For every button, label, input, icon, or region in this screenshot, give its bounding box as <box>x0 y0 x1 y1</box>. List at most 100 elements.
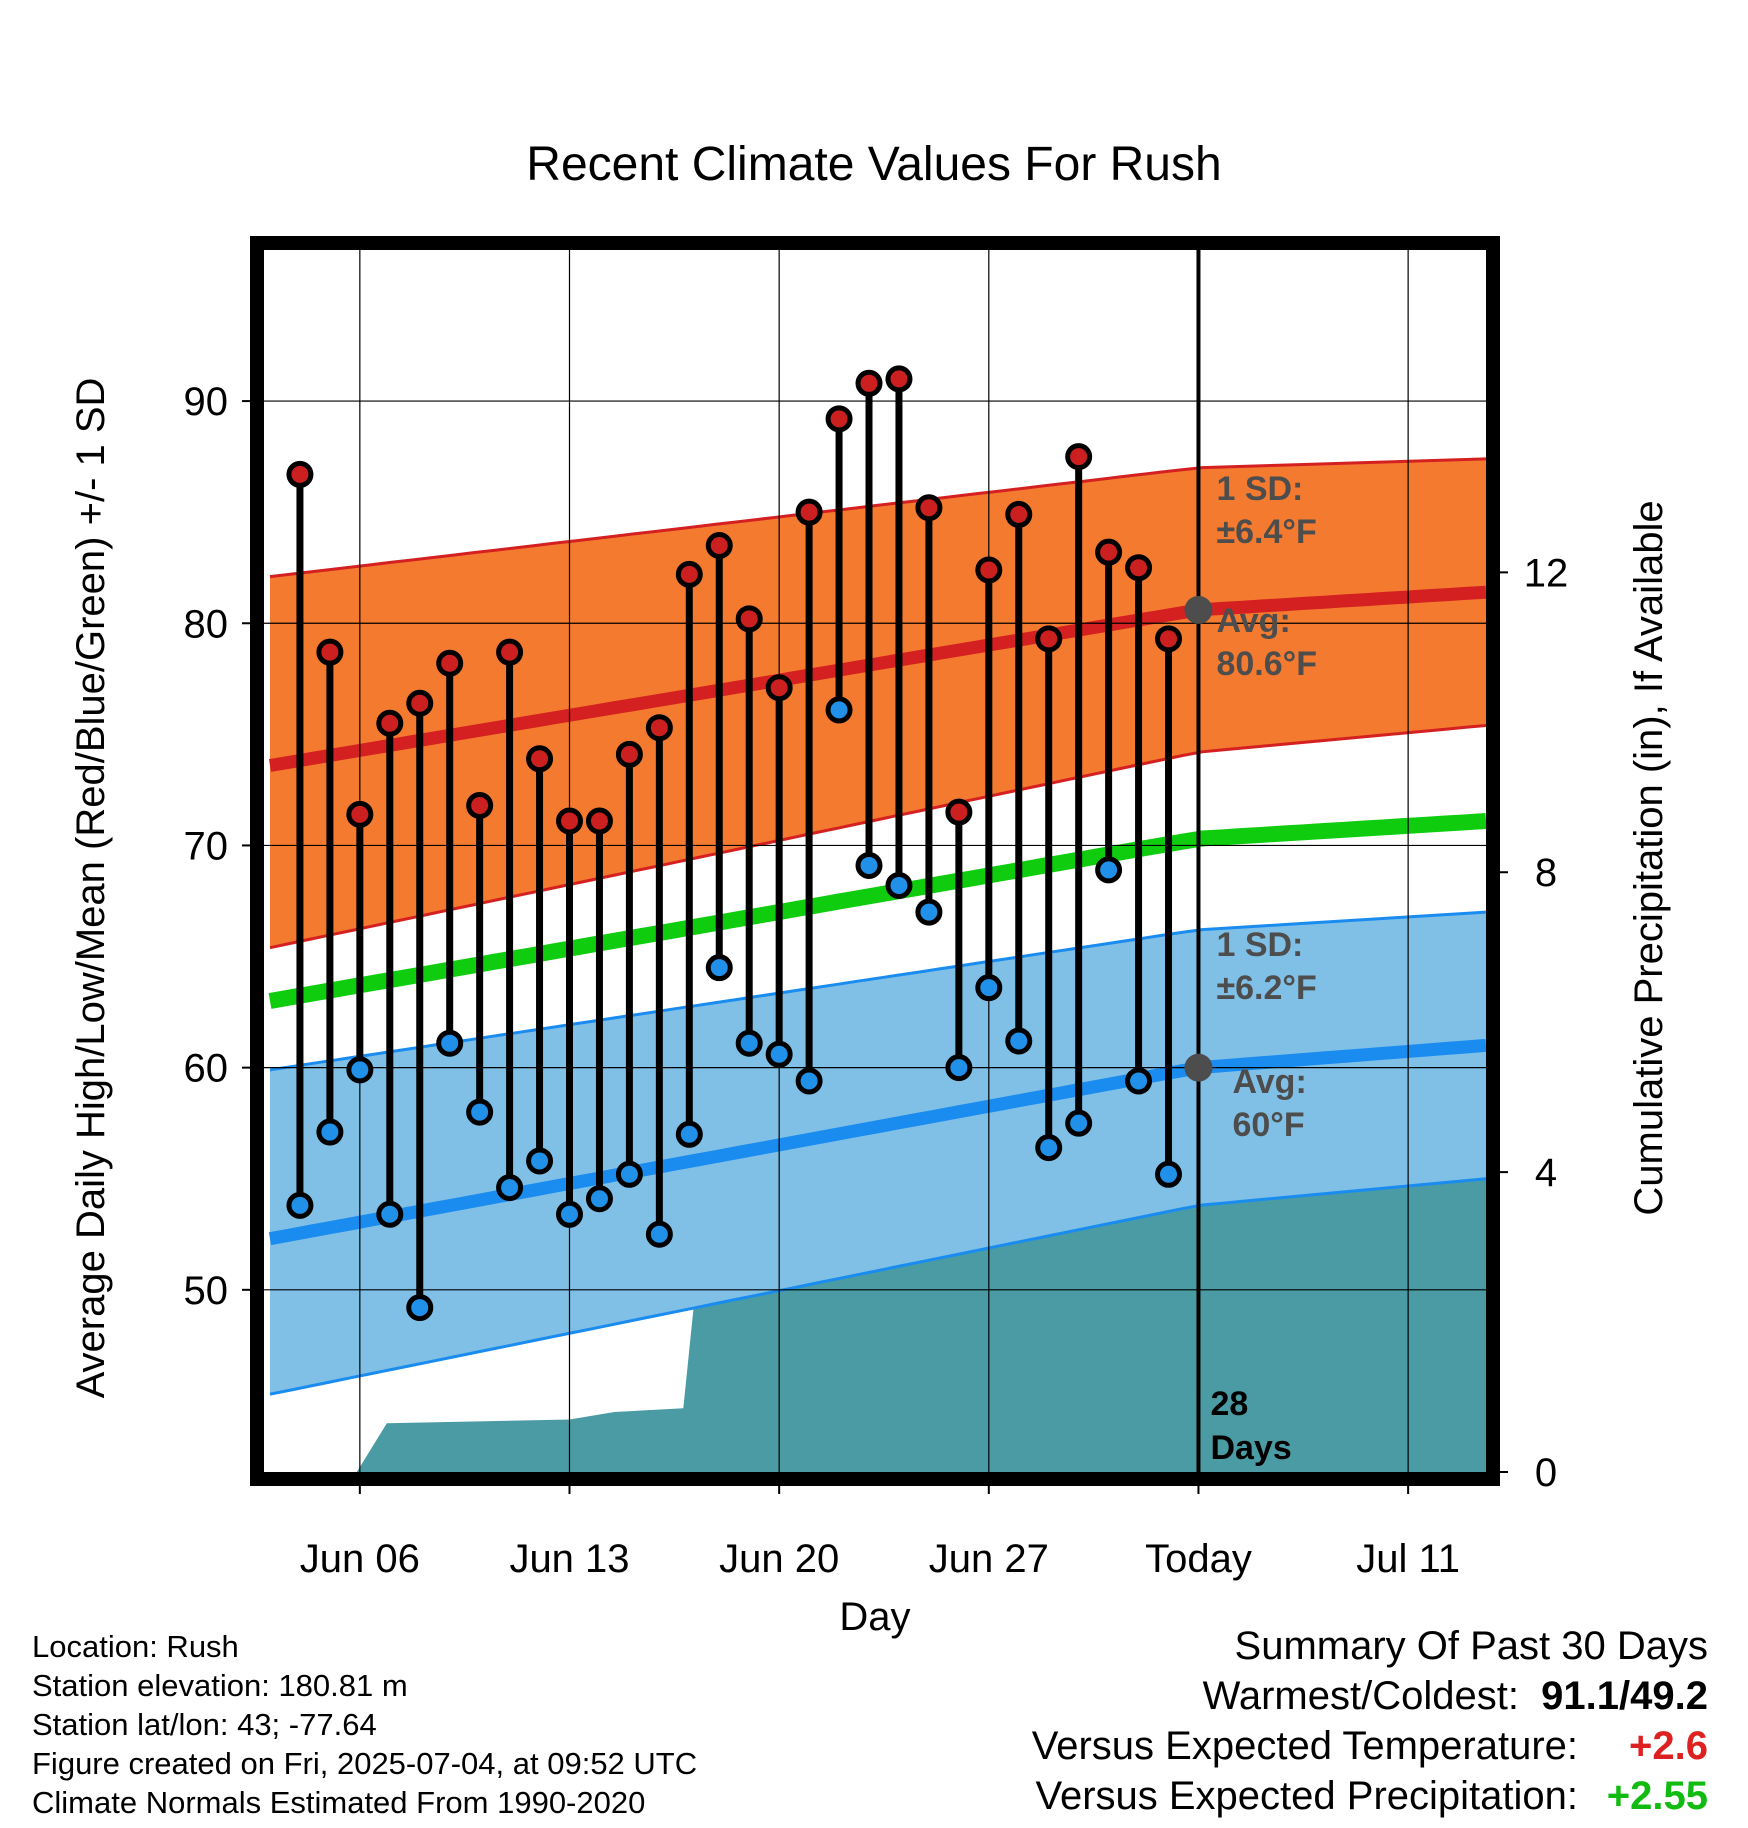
x-tick-label: Jun 20 <box>719 1537 839 1581</box>
low-sd-label: 1 SD: <box>1216 926 1303 964</box>
summary-temp-row: Versus Expected Temperature: +2.6 <box>1032 1724 1708 1769</box>
daily-high-point <box>286 460 314 488</box>
daily-high-point <box>825 405 853 433</box>
daily-high-point <box>406 689 434 717</box>
daily-low-point <box>765 1040 793 1068</box>
summary-precip-value: +2.55 <box>1606 1774 1708 1818</box>
x-tick-label: Jul 11 <box>1356 1537 1460 1581</box>
normal-low-avg-line <box>268 1038 1486 1246</box>
daily-low-point <box>645 1220 673 1248</box>
daily-high-point <box>1065 443 1093 471</box>
daily-low-point <box>885 871 913 899</box>
days-marker-unit: Days <box>1210 1429 1291 1467</box>
daily-high-point <box>346 800 374 828</box>
daily-high-point <box>645 714 673 742</box>
x-tick-label: Jun 13 <box>509 1537 629 1581</box>
x-axis-label: Day <box>839 1595 910 1639</box>
daily-high-point <box>1125 554 1153 582</box>
daily-high-point <box>496 638 524 666</box>
daily-low-point <box>735 1029 763 1057</box>
daily-low-point <box>436 1029 464 1057</box>
normal-high-today-marker <box>1184 595 1213 624</box>
daily-low-point <box>1065 1109 1093 1137</box>
daily-low-point <box>615 1160 643 1188</box>
daily-low-point <box>496 1174 524 1202</box>
plot-content: 1 SD: ±6.4°F Avg: 80.6°F 1 SD: ±6.2°F Avg: 60°F… <box>264 250 1486 1472</box>
normal-high-lower-line <box>269 724 1486 950</box>
daily-high-point <box>855 369 883 397</box>
daily-low-point <box>466 1098 494 1126</box>
low-avg-label: Avg: <box>1232 1063 1306 1101</box>
daily-low-point <box>855 851 883 879</box>
summary-temp-value: +2.6 <box>1629 1724 1708 1768</box>
daily-low-point <box>675 1120 703 1148</box>
summary-warmest-row: Warmest/Coldest: 91.1/49.2 <box>1203 1674 1708 1719</box>
daily-high-point <box>615 740 643 768</box>
high-avg-label: Avg: <box>1216 602 1290 640</box>
daily-low-point <box>705 954 733 982</box>
daily-high-point <box>795 498 823 526</box>
daily-low-point <box>1155 1160 1183 1188</box>
daily-low-point <box>316 1118 344 1146</box>
daily-high-point <box>945 798 973 826</box>
daily-high-point <box>915 494 943 522</box>
normal-low-lower-line <box>269 1177 1486 1396</box>
daily-low-point <box>1035 1134 1063 1162</box>
daily-low-point <box>526 1147 554 1175</box>
footer-created: Figure created on Fri, 2025-07-04, at 09… <box>32 1746 698 1781</box>
x-tick-label: Jun 06 <box>300 1537 420 1581</box>
daily-high-point <box>436 649 464 677</box>
daily-low-point <box>975 974 1003 1002</box>
normal-low-band <box>270 912 1486 1395</box>
daily-high-point <box>675 560 703 588</box>
daily-low-point <box>915 898 943 926</box>
daily-high-point <box>735 605 763 633</box>
y-tick-label-left: 50 <box>184 1269 229 1313</box>
daily-high-point <box>585 807 613 835</box>
daily-high-point <box>885 365 913 393</box>
footer-location: Location: Rush <box>32 1629 239 1664</box>
daily-high-point <box>1155 625 1183 653</box>
y-axis-label-right: Cumulative Precipitation (in), If Availa… <box>1627 500 1671 1215</box>
daily-low-point <box>585 1185 613 1213</box>
daily-low-point <box>1005 1027 1033 1055</box>
y-tick-label-left: 90 <box>184 380 229 424</box>
daily-high-point <box>1095 538 1123 566</box>
low-avg-value: 60°F <box>1232 1106 1304 1144</box>
daily-low-point <box>945 1054 973 1082</box>
summary-precip-label: Versus Expected Precipitation: <box>1035 1774 1578 1818</box>
footer-normals: Climate Normals Estimated From 1990-2020 <box>32 1785 646 1820</box>
daily-low-point <box>795 1067 823 1095</box>
daily-high-point <box>526 745 554 773</box>
plot-frame <box>250 236 1500 1486</box>
normal-high-avg-line <box>268 585 1486 772</box>
summary-warmest-value: 91.1/49.2 <box>1541 1674 1708 1718</box>
plot-area: 1 SD: ±6.4°F Avg: 80.6°F 1 SD: ±6.2°F Avg: 60°F… <box>184 236 1568 1581</box>
daily-high-point <box>376 709 404 737</box>
normal-low-upper-line <box>269 910 1486 1072</box>
daily-low-point <box>286 1191 314 1219</box>
y-tick-label-right: 8 <box>1535 851 1557 895</box>
y-tick-label-right: 0 <box>1535 1451 1557 1495</box>
daily-high-point <box>466 791 494 819</box>
normal-mean-line <box>268 813 1486 1009</box>
daily-low-point <box>556 1200 583 1228</box>
daily-high-point <box>975 556 1003 584</box>
summary-temp-label: Versus Expected Temperature: <box>1031 1724 1578 1768</box>
footer-elevation: Station elevation: 180.81 m <box>32 1668 408 1703</box>
daily-low-point <box>376 1200 404 1228</box>
daily-low-point <box>1125 1067 1153 1095</box>
x-tick-label: Today <box>1145 1537 1252 1581</box>
daily-low-point <box>346 1056 374 1084</box>
daily-high-point <box>765 674 793 702</box>
low-sd-value: ±6.2°F <box>1216 969 1316 1007</box>
summary-heading: Summary Of Past 30 Days <box>1234 1624 1708 1668</box>
x-tick-label: Jun 27 <box>929 1537 1049 1581</box>
days-marker-number: 28 <box>1210 1385 1248 1423</box>
daily-high-point <box>1035 625 1063 653</box>
daily-high-point <box>1005 500 1033 528</box>
high-avg-value: 80.6°F <box>1216 645 1317 683</box>
y-tick-label-left: 80 <box>184 602 229 646</box>
high-sd-label: 1 SD: <box>1216 470 1303 508</box>
